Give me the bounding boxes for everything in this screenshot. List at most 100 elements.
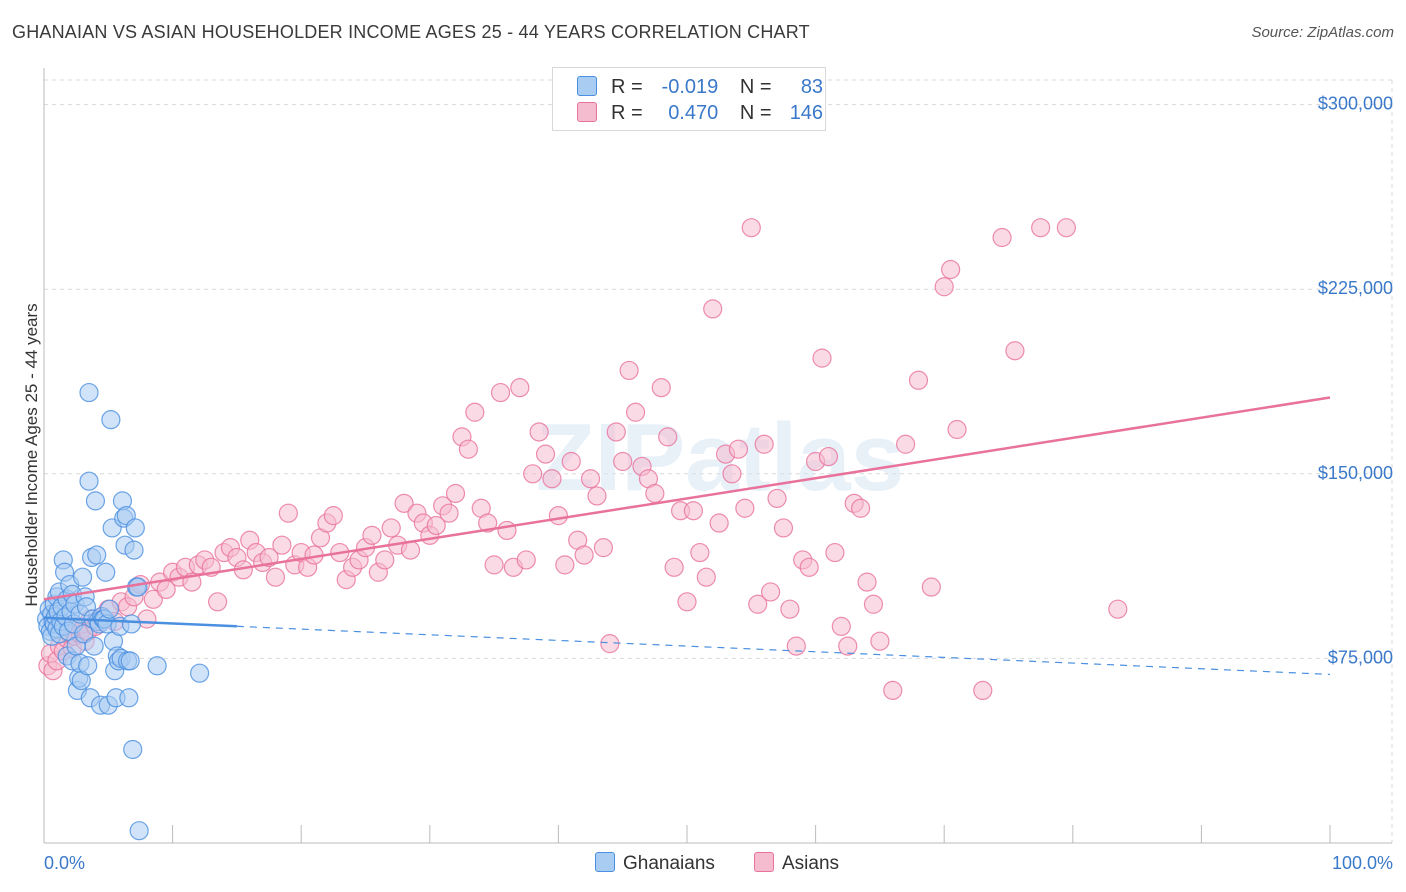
ghanaians-point [190, 663, 210, 683]
asians-point [1108, 599, 1128, 619]
asians-point [561, 451, 581, 472]
ghanaians-point [78, 656, 98, 676]
legend-r-label: R = [611, 76, 643, 98]
tick-labels: $75,000 $150,000 $225,000 $300,000 0.0% 100.0… [44, 94, 1393, 873]
asians-point [265, 567, 286, 587]
asians-point [548, 506, 569, 526]
ghanaians-point [119, 688, 139, 708]
asians-point [896, 434, 916, 454]
asians-point [535, 444, 556, 464]
asians-point [722, 464, 742, 484]
asians-point [992, 227, 1012, 248]
asians-point [1056, 218, 1076, 238]
ghanaians-point [120, 651, 140, 671]
asians-point [786, 636, 806, 656]
asians-point [696, 567, 716, 587]
asians-point [381, 518, 401, 538]
asians-point [883, 680, 903, 701]
legend-n-label: N = [739, 102, 772, 124]
chart-source: Source: ZipAtlas.com [1251, 24, 1394, 41]
ghanaians-point [72, 567, 93, 587]
asians-point [510, 378, 530, 398]
asians-point [394, 493, 414, 513]
ghanaians-point [79, 382, 99, 403]
legend-n-value: 146 [789, 102, 824, 124]
ghanaians-point [128, 577, 148, 597]
legend-r-label: R = [611, 102, 643, 124]
asians-point [465, 402, 485, 422]
legend-row-asians: R = 0.470 N = 146 [577, 102, 823, 128]
ghanaians-point [129, 821, 149, 841]
asians-point [838, 636, 858, 656]
y-tick-label: $75,000 [1328, 647, 1393, 667]
asians-trend-line [43, 396, 1331, 601]
asians-point [857, 572, 877, 592]
asians-points [38, 218, 1128, 701]
asians-point [613, 451, 633, 472]
trend-lines [43, 396, 1331, 676]
ghanaians-point [147, 656, 167, 676]
ghanaians-point [79, 471, 99, 491]
ghanaians-point [74, 624, 94, 644]
ghanaians-points [36, 382, 210, 841]
series-legend-asians: Asians [754, 852, 839, 875]
asians-point [1005, 341, 1025, 361]
asians-point [645, 483, 665, 504]
asians-point [735, 498, 755, 518]
asians-point [825, 542, 845, 563]
asians-point [574, 545, 594, 565]
asians-point [143, 589, 163, 609]
x-tick-label-min: 0.0% [44, 853, 85, 873]
asians-point [619, 360, 639, 381]
asians-point [375, 550, 395, 570]
asians-point [831, 616, 851, 637]
ghanaians-point [85, 491, 106, 511]
asians-point [921, 577, 941, 597]
asians-point [606, 422, 626, 442]
asians-point [683, 501, 704, 521]
asians-point [426, 515, 446, 536]
asians-point [973, 680, 993, 701]
asians-point [600, 634, 620, 654]
asians-point [748, 594, 768, 614]
asians-point [651, 378, 671, 398]
asians-point [728, 439, 749, 459]
asians-point [272, 535, 292, 555]
series-legend-ghanaians: Ghanaians [595, 852, 715, 875]
asians-point [208, 592, 228, 612]
asians-point [1031, 218, 1051, 238]
asians-point [677, 592, 697, 612]
asians-point [625, 402, 646, 422]
ghanaians-point [125, 518, 145, 538]
asians-point [323, 506, 343, 526]
asians-point [818, 446, 839, 467]
series-legend: Ghanaians Asians [0, 852, 1406, 878]
ghanaians-point [96, 562, 116, 582]
legend-row-ghanaians: R = -0.019 N = 83 [577, 76, 823, 102]
ghanaians-point [101, 410, 121, 430]
ghanaians-trend-dashed [236, 625, 1331, 676]
asians-point [934, 277, 954, 297]
asians-point [941, 259, 961, 280]
series-legend-label: Ghanaians [623, 853, 715, 874]
asians-point [497, 520, 517, 541]
x-tick-label-max: 100.0% [1332, 853, 1393, 873]
legend-n-value: 83 [800, 76, 824, 98]
legend-swatch-blue [577, 76, 597, 96]
asians-point [664, 557, 684, 577]
ghanaians-trend-solid [43, 616, 237, 628]
series-legend-label: Asians [782, 853, 840, 874]
asians-point [947, 419, 967, 440]
chart-title: GHANAIAN VS ASIAN HOUSEHOLDER INCOME AGE… [12, 22, 810, 42]
ghanaians-point [84, 636, 104, 656]
asians-point [703, 299, 723, 319]
asians-point [259, 547, 279, 568]
axes [43, 68, 1392, 844]
asians-point [278, 503, 298, 523]
asians-point [593, 538, 614, 558]
asians-point [851, 498, 871, 518]
asians-point [799, 557, 819, 577]
asians-point [760, 582, 781, 602]
asians-point [542, 469, 562, 489]
asians-point [458, 439, 478, 459]
